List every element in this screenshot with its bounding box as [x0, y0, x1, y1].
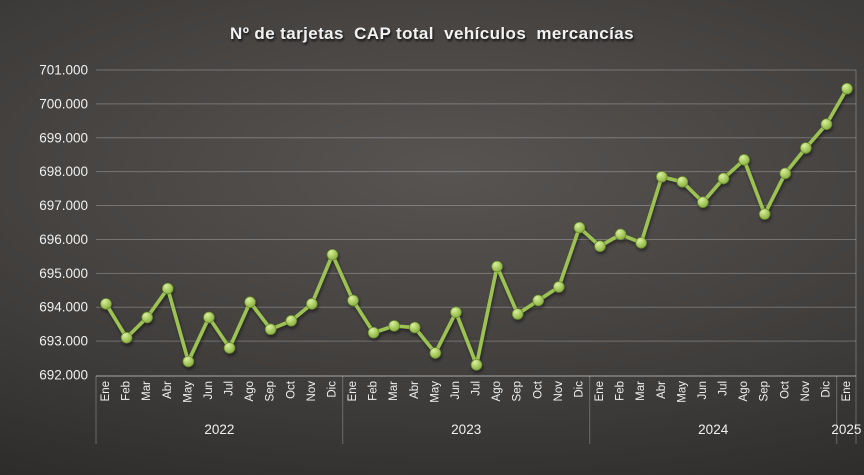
month-label: Ago: [491, 381, 503, 401]
data-point: [738, 154, 750, 166]
data-point: [717, 172, 730, 185]
month-label: Feb: [121, 381, 133, 401]
month-label: Abr: [162, 381, 174, 399]
year-label: 2025: [831, 422, 861, 437]
month-label: Sep: [759, 381, 771, 401]
data-point: [820, 118, 833, 130]
month-label: Ago: [738, 381, 750, 401]
data-point: [841, 82, 853, 95]
data-point: [203, 311, 215, 324]
month-label: Jun: [450, 381, 462, 400]
data-point: [367, 326, 380, 339]
month-label: Oct: [285, 380, 297, 399]
data-point: [594, 240, 606, 252]
data-point: [697, 196, 709, 208]
data-point: [306, 298, 318, 310]
y-tick-label: 699.000: [39, 130, 88, 145]
data-point: [655, 171, 668, 183]
month-label: Nov: [553, 381, 565, 402]
month-label: Dic: [326, 381, 338, 398]
data-line: [104, 86, 849, 367]
month-label: Jul: [471, 381, 483, 396]
y-tick-label: 700.000: [39, 96, 88, 111]
month-label: Jun: [697, 381, 709, 400]
data-point: [800, 142, 812, 154]
data-point: [758, 208, 771, 220]
month-label: Sep: [512, 381, 524, 401]
y-tick-label: 701.000: [39, 63, 88, 78]
data-point: [676, 176, 689, 188]
month-label: Ene: [841, 381, 853, 401]
month-label: May: [182, 381, 194, 403]
month-label: Jul: [224, 381, 236, 396]
month-label: Nov: [306, 381, 318, 402]
data-point: [162, 282, 174, 295]
data-point: [429, 347, 442, 359]
data-point: [264, 323, 277, 336]
month-label: Ene: [347, 381, 359, 401]
y-tick-label: 698.000: [39, 164, 88, 179]
data-point: [511, 308, 524, 320]
data-point: [347, 294, 359, 307]
month-label: Mar: [388, 381, 400, 401]
month-label: May: [676, 381, 688, 403]
year-label: 2022: [204, 422, 234, 437]
data-point: [532, 294, 544, 307]
data-point: [553, 281, 565, 293]
year-label: 2024: [698, 422, 729, 437]
year-label: 2023: [451, 422, 481, 437]
month-label: Abr: [409, 381, 421, 399]
data-point: [388, 320, 400, 332]
month-label: Mar: [141, 381, 153, 401]
data-point: [409, 321, 421, 334]
month-label: Nov: [800, 381, 812, 402]
month-label: May: [429, 381, 441, 403]
y-tick-label: 695.000: [39, 266, 88, 281]
data-point: [573, 221, 586, 234]
month-label: Dic: [820, 381, 832, 398]
month-label: Mar: [635, 381, 647, 401]
data-point: [779, 167, 791, 180]
y-tick-label: 692.000: [39, 368, 88, 383]
data-point: [326, 248, 339, 261]
month-label: Sep: [265, 381, 277, 401]
month-label: Dic: [573, 381, 585, 398]
data-point: [635, 237, 647, 249]
data-point: [450, 306, 462, 319]
data-series: [100, 82, 853, 371]
y-tick-label: 694.000: [39, 300, 88, 315]
month-label: Abr: [656, 381, 668, 399]
data-point: [285, 315, 298, 327]
month-label: Ene: [594, 381, 606, 401]
month-label: Feb: [368, 381, 380, 401]
month-label: Jul: [718, 381, 730, 396]
data-point: [141, 311, 153, 324]
month-label: Ene: [100, 381, 112, 401]
data-point: [244, 296, 256, 308]
month-label: Feb: [615, 381, 627, 401]
y-tick-label: 696.000: [39, 232, 88, 247]
data-point: [491, 260, 503, 273]
month-label: Ago: [244, 381, 256, 401]
data-point: [182, 355, 195, 368]
month-label: Jun: [203, 381, 215, 400]
data-point: [470, 359, 483, 371]
data-point: [100, 298, 112, 310]
chart-title: Nº de tarjetas CAP total vehículos merca…: [230, 24, 634, 43]
data-point: [223, 342, 236, 354]
month-label: Oct: [532, 380, 544, 399]
y-tick-label: 697.000: [39, 198, 88, 213]
data-point: [614, 228, 627, 241]
month-label: Oct: [779, 380, 791, 399]
y-tick-label: 693.000: [39, 334, 88, 349]
data-point: [120, 331, 133, 344]
